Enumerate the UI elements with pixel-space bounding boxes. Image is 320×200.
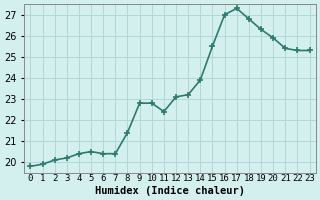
X-axis label: Humidex (Indice chaleur): Humidex (Indice chaleur) — [95, 186, 245, 196]
